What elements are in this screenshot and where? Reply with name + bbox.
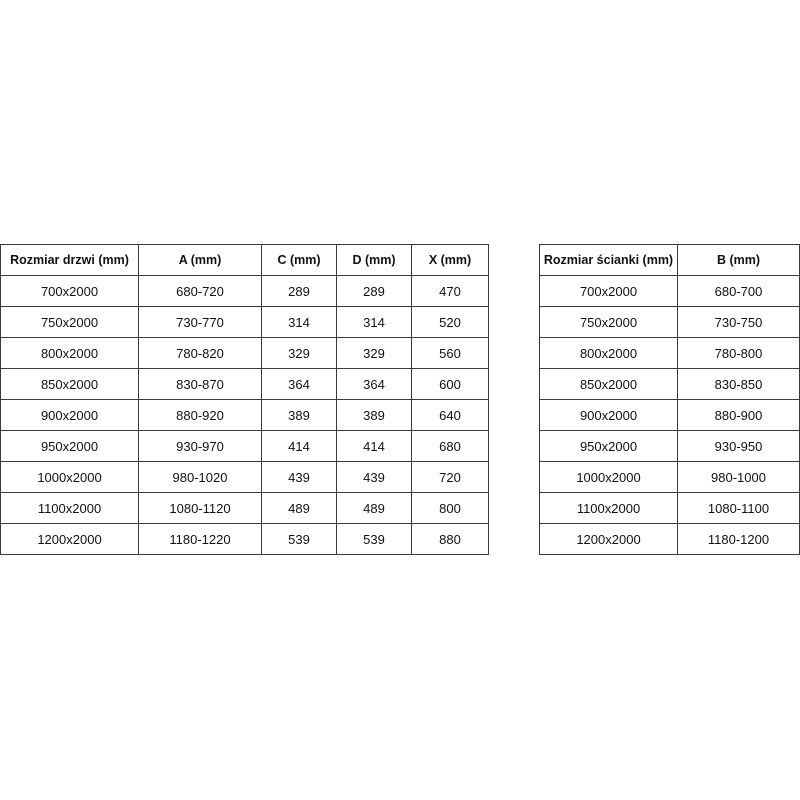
header-row: Rozmiar ścianki (mm) B (mm) [539,244,800,276]
table-cell: 640 [411,399,489,431]
table-cell: 560 [411,337,489,369]
table-cell: 830-850 [677,368,800,400]
table-cell: 439 [261,461,337,493]
table-cell: 489 [261,492,337,524]
table-cell: 470 [411,275,489,307]
table-cell: 1180-1200 [677,523,800,555]
table-cell: 680-720 [138,275,262,307]
table-cell: 314 [336,306,412,338]
table-cell: 800 [411,492,489,524]
table-cell: 730-750 [677,306,800,338]
table-row: 850x2000 830-850 [539,368,800,400]
table-cell: 1000x2000 [0,461,139,493]
table-cell: 364 [261,368,337,400]
table-cell: 680-700 [677,275,800,307]
table-cell: 289 [336,275,412,307]
table-cell: 389 [261,399,337,431]
table-cell: 700x2000 [539,275,678,307]
table-cell: 750x2000 [0,306,139,338]
column-header: Rozmiar drzwi (mm) [0,244,139,276]
table-cell: 1200x2000 [0,523,139,555]
table-cell: 329 [261,337,337,369]
table-row: 1100x2000 1080-1100 [539,492,800,524]
table-cell: 520 [411,306,489,338]
table-cell: 900x2000 [539,399,678,431]
column-header: A (mm) [138,244,262,276]
table-row: 1000x2000 980-1020 439 439 720 [0,461,489,493]
column-header: B (mm) [677,244,800,276]
table-cell: 329 [336,337,412,369]
table-row: 950x2000 930-950 [539,430,800,462]
table-row: 1000x2000 980-1000 [539,461,800,493]
table-cell: 1100x2000 [0,492,139,524]
table-cell: 539 [261,523,337,555]
table-cell: 830-870 [138,368,262,400]
table-cell: 314 [261,306,337,338]
table-cell: 1080-1120 [138,492,262,524]
table-cell: 980-1020 [138,461,262,493]
table-cell: 930-970 [138,430,262,462]
table-cell: 800x2000 [539,337,678,369]
table-cell: 1180-1220 [138,523,262,555]
table-cell: 880-900 [677,399,800,431]
table-row: 1100x2000 1080-1120 489 489 800 [0,492,489,524]
table-row: 750x2000 730-770 314 314 520 [0,306,489,338]
table-cell: 750x2000 [539,306,678,338]
table-row: 900x2000 880-900 [539,399,800,431]
column-header: D (mm) [336,244,412,276]
table-row: 800x2000 780-820 329 329 560 [0,337,489,369]
table-cell: 880 [411,523,489,555]
table-cell: 900x2000 [0,399,139,431]
wall-size-table: Rozmiar ścianki (mm) B (mm) 700x2000 680-7… [539,244,800,555]
table-row: 750x2000 730-750 [539,306,800,338]
table-row: 900x2000 880-920 389 389 640 [0,399,489,431]
table-cell: 414 [261,430,337,462]
table-cell: 600 [411,368,489,400]
table-cell: 1200x2000 [539,523,678,555]
table-cell: 1000x2000 [539,461,678,493]
column-header: Rozmiar ścianki (mm) [539,244,678,276]
table-row: 1200x2000 1180-1200 [539,523,800,555]
table-row: 800x2000 780-800 [539,337,800,369]
table-cell: 850x2000 [0,368,139,400]
table-cell: 489 [336,492,412,524]
table-cell: 720 [411,461,489,493]
table-cell: 730-770 [138,306,262,338]
table-cell: 1100x2000 [539,492,678,524]
column-header: X (mm) [411,244,489,276]
table-cell: 680 [411,430,489,462]
table-row: 700x2000 680-700 [539,275,800,307]
table-cell: 539 [336,523,412,555]
table-cell: 780-800 [677,337,800,369]
table-cell: 389 [336,399,412,431]
door-size-table: Rozmiar drzwi (mm) A (mm) C (mm) D (mm) X (m… [0,244,489,555]
table-row: 1200x2000 1180-1220 539 539 880 [0,523,489,555]
column-header: C (mm) [261,244,337,276]
table-cell: 880-920 [138,399,262,431]
table-cell: 1080-1100 [677,492,800,524]
table-row: 950x2000 930-970 414 414 680 [0,430,489,462]
table-cell: 439 [336,461,412,493]
table-cell: 850x2000 [539,368,678,400]
table-cell: 930-950 [677,430,800,462]
table-cell: 950x2000 [539,430,678,462]
table-cell: 364 [336,368,412,400]
header-row: Rozmiar drzwi (mm) A (mm) C (mm) D (mm) X (m… [0,244,489,276]
table-row: 700x2000 680-720 289 289 470 [0,275,489,307]
table-row: 850x2000 830-870 364 364 600 [0,368,489,400]
table-cell: 414 [336,430,412,462]
table-cell: 289 [261,275,337,307]
table-cell: 700x2000 [0,275,139,307]
table-cell: 780-820 [138,337,262,369]
table-cell: 950x2000 [0,430,139,462]
table-cell: 980-1000 [677,461,800,493]
table-cell: 800x2000 [0,337,139,369]
